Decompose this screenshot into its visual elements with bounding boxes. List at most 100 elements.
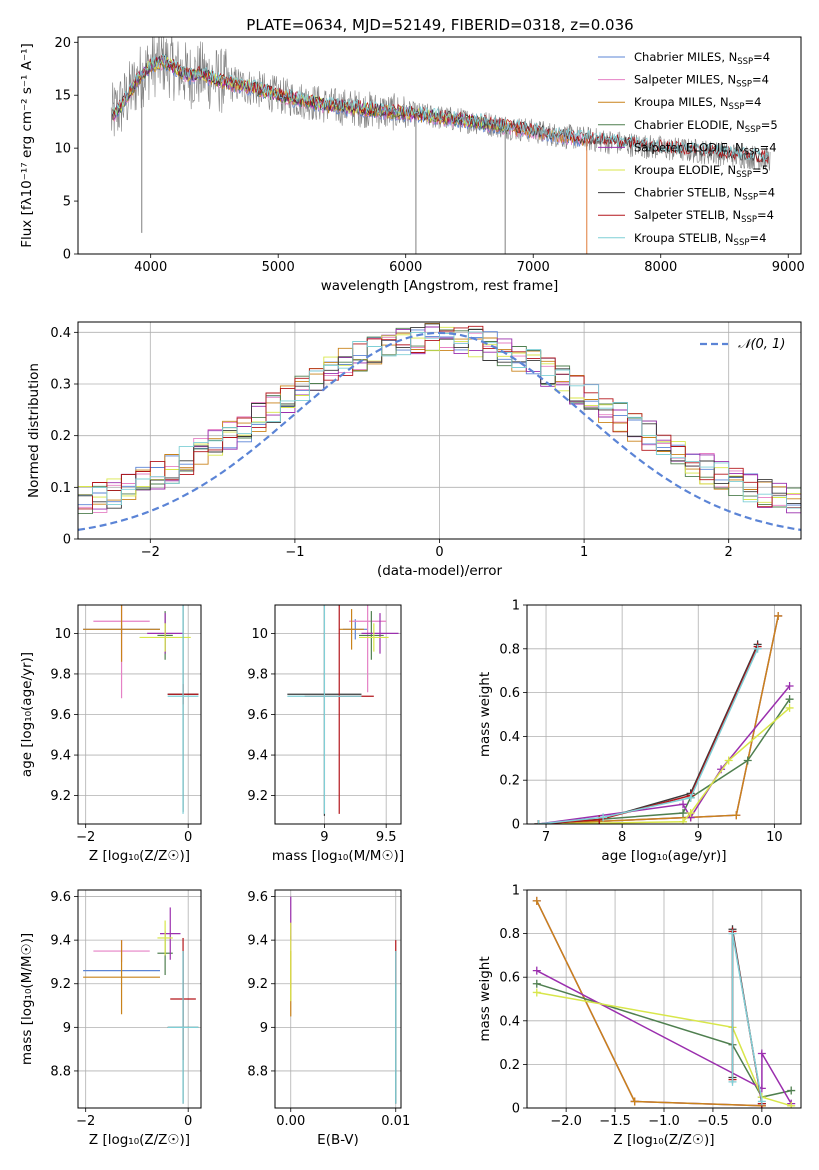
y-tick-label: 1	[512, 884, 520, 899]
marker-chabrier-elodie	[785, 695, 794, 704]
marker-kroupa-stelib	[599, 813, 608, 822]
histogram-kroupa-stelib	[78, 331, 801, 509]
y-tick-label: 9.4	[247, 934, 268, 949]
marker-kroupa-elodie	[785, 703, 794, 712]
axes-frame	[274, 889, 402, 1109]
marker-kroupa-miles	[774, 611, 783, 620]
x-tick-label: 5000	[262, 260, 295, 275]
y-tick-label: 0.3	[50, 378, 71, 393]
panel-age-vs-mass: 9 9.5 9.2 9.4 9.6 9.8 10 mass [log₁₀(M/M☉)]	[247, 604, 404, 864]
y-tick-label: 9.6	[50, 890, 71, 905]
x-tick-label: 10	[766, 830, 783, 845]
series-kroupa-miles	[536, 900, 762, 1107]
marker-chabrier-elodie	[743, 756, 752, 765]
x-axis-label: age [log₁₀(age/yr)]	[601, 848, 726, 864]
series-chabrier-elodie	[538, 698, 791, 824]
x-tick-label: 9.5	[376, 830, 397, 845]
y-tick-label: 9.2	[247, 977, 268, 992]
errorbar-kroupa-stelib	[287, 605, 362, 814]
x-tick-label: 4000	[134, 260, 167, 275]
legend-entry: Kroupa STELIB, NSSP=4	[634, 231, 766, 248]
x-tick-label: 1	[580, 545, 588, 560]
y-tick-label: 9.4	[50, 749, 71, 764]
x-axis-label: Z [log₁₀(Z/Z☉)]	[613, 1132, 714, 1148]
marker-kroupa-stelib	[686, 793, 695, 802]
y-tick-label: 9.8	[247, 667, 268, 682]
panels: Chabrier MILES, NSSP=4 Salpeter MILES, NS…	[19, 36, 805, 1148]
x-tick-label: 7000	[517, 260, 550, 275]
y-tick-label: 0	[63, 248, 71, 263]
y-tick-label: 0	[512, 1102, 520, 1117]
legend-entry: Salpeter STELIB, NSSP=4	[634, 208, 774, 225]
normal-curve	[78, 331, 801, 531]
x-tick-label: −0.5	[697, 1114, 729, 1129]
x-tick-label: 0.00	[276, 1114, 305, 1129]
x-tick-label: 9000	[772, 260, 805, 275]
y-tick-label: 9	[260, 1021, 268, 1036]
series-chabrier-stelib	[538, 644, 759, 824]
x-axis-label: wavelength [Angstrom, rest frame]	[321, 278, 559, 294]
errorbar-kroupa-stelib	[167, 951, 199, 1104]
y-tick-label: 0	[63, 533, 71, 548]
y-axis-label: mass weight	[477, 672, 493, 757]
y-tick-label: 10	[251, 627, 268, 642]
x-axis-label: mass [log₁₀(M/M☉)]	[272, 848, 404, 864]
y-tick-label: 0.8	[499, 642, 520, 657]
y-axis-label: mass [log₁₀(M/M☉)]	[19, 933, 35, 1065]
legend-entry: Chabrier MILES, NSSP=4	[634, 50, 770, 67]
x-tick-label: 2	[725, 545, 733, 560]
series-salpeter-elodie	[536, 970, 792, 1104]
model-spectrum-chabrier-stelib	[112, 53, 769, 163]
x-tick-label: −1.5	[599, 1114, 631, 1129]
legend-entry: Kroupa ELODIE, NSSP=5	[634, 163, 769, 180]
y-tick-label: 20	[54, 36, 71, 51]
x-axis-label: Z [log₁₀(Z/Z☉)]	[89, 1132, 190, 1148]
legend: Chabrier MILES, NSSP=4 Salpeter MILES, NS…	[598, 50, 778, 248]
y-tick-label: 0.2	[499, 1058, 520, 1073]
series-kroupa-elodie	[536, 991, 792, 1107]
y-tick-label: 8.8	[50, 1064, 71, 1079]
panel-weight-vs-z: −2.0 −1.5 −1.0 −0.5 0.0 0 0.2 0.4 0.6 0.8 1 Z [log₁…	[477, 884, 802, 1148]
model-spectrum-kroupa-stelib	[112, 54, 769, 163]
panel-weight-vs-age: 7 8 9 10 0 0.2 0.4 0.6 0.8 1 age [log₁₀(age/yr)] ma…	[477, 599, 802, 864]
x-tick-label: 0	[184, 830, 192, 845]
x-tick-label: −2.0	[550, 1114, 582, 1129]
marker-kroupa-elodie	[787, 1101, 796, 1108]
legend-entry: Chabrier ELODIE, NSSP=5	[634, 118, 778, 135]
y-tick-label: 10	[54, 142, 71, 157]
errorbar-salpeter-elodie	[361, 613, 399, 654]
y-tick-label: 5	[63, 195, 71, 210]
y-tick-label: 1	[512, 599, 520, 614]
y-tick-label: 0.2	[499, 774, 520, 789]
plot-area	[534, 611, 794, 824]
legend-entry: Kroupa MILES, NSSP=4	[634, 95, 761, 112]
y-tick-label: 10	[54, 627, 71, 642]
marker-kroupa-miles	[630, 1097, 639, 1106]
observed-spectrum	[110, 37, 771, 171]
y-tick-label: 9.4	[247, 749, 268, 764]
y-tick-label: 0.6	[499, 686, 520, 701]
x-tick-label: 6000	[389, 260, 422, 275]
x-tick-label: −2	[76, 830, 95, 845]
legend-entry: Chabrier STELIB, NSSP=4	[634, 186, 775, 203]
y-tick-label: 0.4	[499, 730, 520, 745]
axes-frame	[77, 889, 202, 1109]
marker-kroupa-elodie	[724, 756, 733, 765]
plot-area	[78, 322, 801, 531]
y-axis-label: Flux [fλ10⁻¹⁷ erg cm⁻² s⁻¹ A⁻¹]	[19, 43, 35, 248]
x-tick-label: −2	[76, 1114, 95, 1129]
panel-age-vs-z: −2 0 9.2 9.4 9.6 9.8 10 Z [log₁₀(Z/Z☉)] age [log…	[19, 604, 202, 864]
plot-area	[532, 896, 796, 1108]
y-tick-label: 15	[54, 89, 71, 104]
plot-area	[287, 605, 399, 816]
y-tick-label: 9.8	[50, 667, 71, 682]
x-tick-label: 8000	[644, 260, 677, 275]
x-tick-label: 9	[694, 830, 702, 845]
x-tick-label: 0	[435, 545, 443, 560]
y-axis-label: age [log₁₀(age/yr)]	[19, 652, 35, 777]
x-axis-label: Z [log₁₀(Z/Z☉)]	[89, 848, 190, 864]
marker-kroupa-stelib	[753, 644, 762, 653]
marker-kroupa-elodie	[532, 988, 541, 997]
y-axis-label: mass weight	[477, 956, 493, 1041]
y-tick-label: 8.8	[247, 1064, 268, 1079]
